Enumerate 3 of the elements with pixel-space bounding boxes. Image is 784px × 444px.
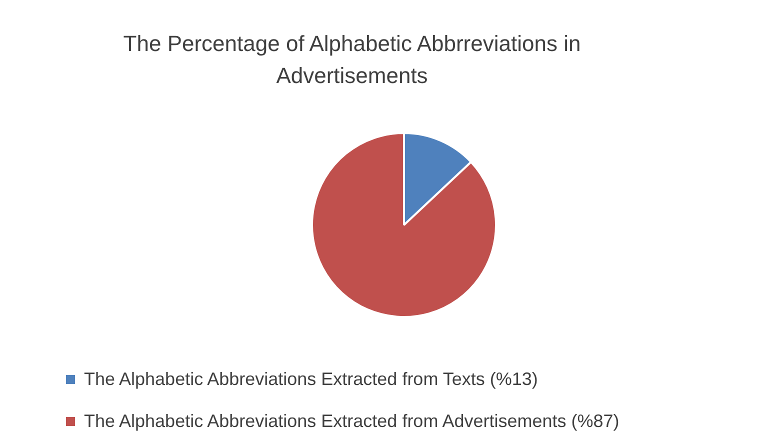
legend-label: The Alphabetic Abbreviations Extracted from Advertisements (%87) (84, 410, 620, 432)
chart-title: The Percentage of Alphabetic Abbrreviations in Advertisements (122, 30, 582, 90)
legend-label: The Alphabetic Abbreviations Extracted from Texts (%13) (84, 368, 538, 390)
